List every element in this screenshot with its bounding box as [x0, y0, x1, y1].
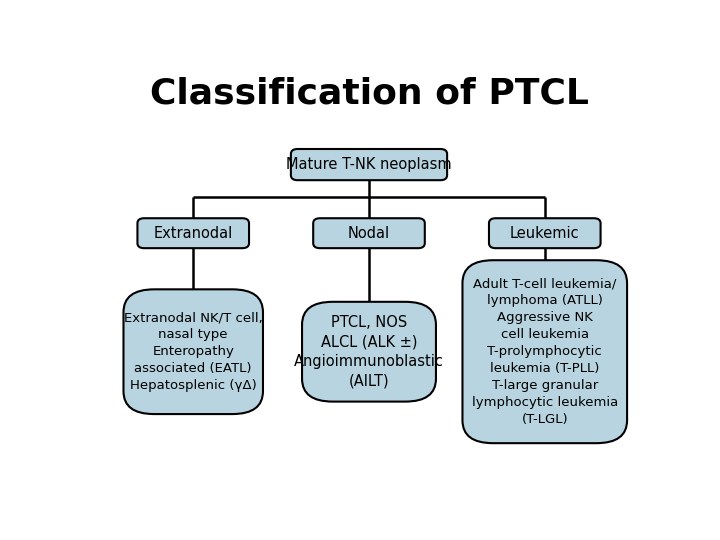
- Text: Extranodal: Extranodal: [153, 226, 233, 241]
- FancyBboxPatch shape: [291, 149, 447, 180]
- FancyBboxPatch shape: [313, 218, 425, 248]
- Text: PTCL, NOS
ALCL (ALK ±)
Angioimmunoblastic
(AILT): PTCL, NOS ALCL (ALK ±) Angioimmunoblasti…: [294, 314, 444, 389]
- FancyBboxPatch shape: [489, 218, 600, 248]
- Text: Extranodal NK/T cell,
nasal type
Enteropathy
associated (EATL)
Hepatosplenic (γΔ: Extranodal NK/T cell, nasal type Enterop…: [124, 311, 263, 392]
- Text: Leukemic: Leukemic: [510, 226, 580, 241]
- FancyBboxPatch shape: [462, 260, 627, 443]
- FancyBboxPatch shape: [302, 302, 436, 402]
- Text: Adult T-cell leukemia/
lymphoma (ATLL)
Aggressive NK
cell leukemia
T-prolymphocy: Adult T-cell leukemia/ lymphoma (ATLL) A…: [472, 277, 618, 426]
- Text: Classification of PTCL: Classification of PTCL: [150, 77, 588, 111]
- Text: Nodal: Nodal: [348, 226, 390, 241]
- FancyBboxPatch shape: [138, 218, 249, 248]
- Text: Mature T-NK neoplasm: Mature T-NK neoplasm: [286, 157, 452, 172]
- FancyBboxPatch shape: [124, 289, 263, 414]
